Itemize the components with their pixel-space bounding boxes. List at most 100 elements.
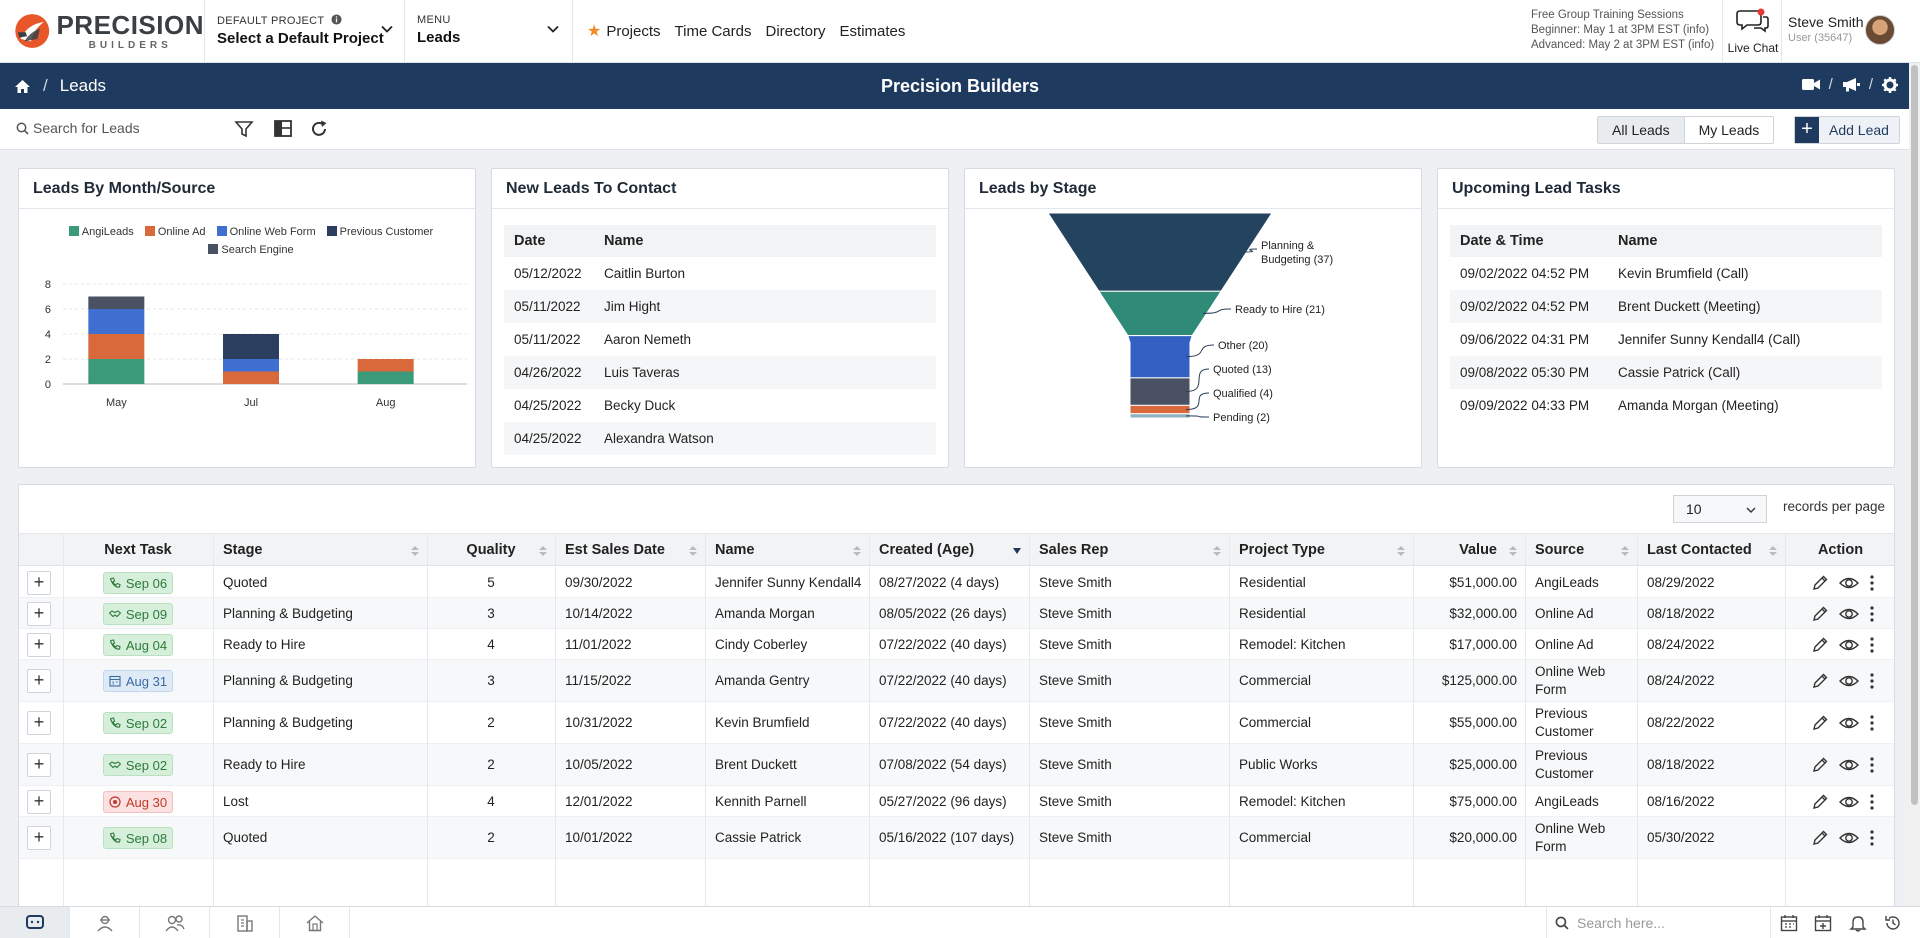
expand-row-button[interactable]: +	[27, 711, 51, 735]
history-icon[interactable]	[1884, 914, 1902, 932]
next-task-badge[interactable]: Sep 06	[103, 571, 173, 594]
next-task-badge[interactable]: Aug 31	[103, 670, 173, 692]
expand-row-button[interactable]: +	[27, 669, 51, 693]
table-row[interactable]: 05/11/2022 Aaron Nemeth	[504, 323, 936, 356]
add-lead-button[interactable]: + Add Lead	[1794, 116, 1900, 144]
column-header-name[interactable]: Name	[705, 534, 869, 567]
expand-row-button[interactable]: +	[27, 632, 51, 657]
table-row[interactable]: + Sep 09 Planning & Budgeting 3 10/14/2022 Am…	[19, 598, 1894, 629]
bar-segment[interactable]	[357, 359, 414, 372]
column-header-ptype[interactable]: Project Type	[1229, 534, 1413, 567]
pencil-icon[interactable]	[1811, 605, 1829, 623]
home-icon[interactable]	[14, 79, 31, 94]
table-row[interactable]: 09/02/2022 04:52 PM Brent Duckett (Meetin…	[1450, 290, 1882, 323]
pencil-icon[interactable]	[1811, 793, 1829, 811]
bar-segment[interactable]	[223, 334, 279, 359]
more-options-icon[interactable]	[1869, 574, 1875, 592]
pencil-icon[interactable]	[1811, 829, 1829, 847]
nav-projects[interactable]: ★ Projects	[587, 21, 661, 41]
eye-icon[interactable]	[1839, 574, 1859, 592]
table-row[interactable]: 09/02/2022 04:52 PM Kevin Brumfield (Call…	[1450, 257, 1882, 290]
more-options-icon[interactable]	[1869, 756, 1875, 774]
more-options-icon[interactable]	[1869, 793, 1875, 811]
bar-segment[interactable]	[223, 371, 279, 385]
column-header-source[interactable]: Source	[1525, 534, 1637, 567]
table-row[interactable]: 05/11/2022 Jim Hight	[504, 290, 936, 323]
next-task-badge[interactable]: Sep 02	[103, 712, 173, 734]
funnel-stage[interactable]	[1129, 377, 1191, 406]
table-row[interactable]: 04/26/2022 Luis Taveras	[504, 356, 936, 389]
avatar[interactable]	[1865, 15, 1895, 45]
more-options-icon[interactable]	[1869, 636, 1875, 654]
nav-time-cards[interactable]: Time Cards	[674, 22, 752, 40]
bar-segment[interactable]	[223, 359, 279, 372]
menu-select[interactable]: MENU Leads	[405, 0, 573, 63]
legend-item[interactable]: Online Ad	[137, 226, 206, 238]
pencil-icon[interactable]	[1811, 756, 1829, 774]
more-options-icon[interactable]	[1869, 605, 1875, 623]
pencil-icon[interactable]	[1811, 672, 1829, 690]
table-row[interactable]: 09/08/2022 05:30 PM Cassie Patrick (Call)	[1450, 356, 1882, 389]
leads-search[interactable]: Search for Leads	[16, 120, 140, 136]
training-advanced-link[interactable]: Advanced: May 2 at 3PM EST (info)	[1531, 39, 1715, 51]
expand-row-button[interactable]: +	[27, 601, 51, 626]
next-task-badge[interactable]: Aug 30	[103, 790, 173, 813]
bar-segment[interactable]	[88, 334, 145, 359]
filter-icon[interactable]	[233, 118, 255, 140]
brand-logo[interactable]: PRECISION BUILDERS	[0, 0, 205, 63]
bottom-tab-home[interactable]	[280, 907, 350, 938]
table-row[interactable]: + Sep 08 Quoted 2 10/01/2022 Cassie Patrick 05…	[19, 817, 1894, 859]
default-project-select[interactable]: DEFAULT PROJECT Select a Default Project	[205, 0, 405, 63]
table-row[interactable]: 09/06/2022 04:31 PM Jennifer Sunny Kendal…	[1450, 323, 1882, 356]
table-row[interactable]: + Aug 31 Planning & Budgeting 3 11/15/2022 Am…	[19, 660, 1894, 702]
bell-icon[interactable]	[1849, 914, 1867, 932]
column-header-last[interactable]: Last Contacted	[1637, 534, 1785, 567]
expand-row-button[interactable]: +	[27, 789, 51, 814]
eye-icon[interactable]	[1839, 829, 1859, 847]
column-header-created[interactable]: Created (Age)	[869, 534, 1029, 567]
more-options-icon[interactable]	[1869, 714, 1875, 732]
eye-icon[interactable]	[1839, 714, 1859, 732]
bar-segment[interactable]	[88, 309, 145, 334]
records-per-page-select[interactable]: 10	[1673, 495, 1767, 523]
nav-estimates[interactable]: Estimates	[839, 22, 906, 40]
next-task-badge[interactable]: Sep 08	[103, 827, 173, 849]
next-task-badge[interactable]: Sep 02	[103, 754, 173, 776]
bottom-tab-companies[interactable]	[210, 907, 280, 938]
table-row[interactable]: + Aug 30 Lost 4 12/01/2022 Kennith Parnell 05/…	[19, 786, 1894, 817]
expand-row-button[interactable]: +	[27, 570, 51, 595]
refresh-icon[interactable]	[308, 118, 330, 140]
table-row[interactable]: + Aug 04 Ready to Hire 4 11/01/2022 Cindy Cob…	[19, 629, 1894, 660]
bottom-tab-chat[interactable]	[0, 907, 70, 938]
column-header-quality[interactable]: Quality	[427, 534, 555, 567]
calendar-add-icon[interactable]	[1814, 914, 1832, 932]
bottom-tab-employee[interactable]	[70, 907, 140, 938]
eye-icon[interactable]	[1839, 605, 1859, 623]
funnel-stage[interactable]	[1129, 404, 1191, 415]
gear-icon[interactable]	[1882, 76, 1898, 93]
legend-item[interactable]: Search Engine	[200, 244, 294, 256]
table-row[interactable]: 04/25/2022 Alexandra Watson	[504, 422, 936, 455]
training-beginner-link[interactable]: Beginner: May 1 at 3PM EST (info)	[1531, 24, 1710, 36]
legend-item[interactable]: AngiLeads	[61, 226, 134, 238]
eye-icon[interactable]	[1839, 793, 1859, 811]
video-camera-icon[interactable]	[1801, 78, 1820, 91]
page-scrollbar[interactable]	[1909, 63, 1920, 906]
all-leads-tab[interactable]: All Leads	[1598, 117, 1685, 143]
more-options-icon[interactable]	[1869, 672, 1875, 690]
more-options-icon[interactable]	[1869, 829, 1875, 847]
table-row[interactable]: 05/12/2022 Caitlin Burton	[504, 257, 936, 290]
expand-row-button[interactable]: +	[27, 826, 51, 850]
pencil-icon[interactable]	[1811, 714, 1829, 732]
calendar-icon[interactable]	[1780, 914, 1798, 932]
scrollbar-thumb[interactable]	[1911, 65, 1918, 805]
bar-segment[interactable]	[357, 371, 414, 385]
info-icon[interactable]	[331, 13, 342, 25]
user-menu[interactable]: Steve Smith User (35647)	[1788, 14, 1863, 44]
nav-directory[interactable]: Directory	[765, 22, 826, 40]
funnel-stage[interactable]	[1047, 213, 1273, 292]
global-search[interactable]: Search here...	[1546, 907, 1771, 938]
leads-search-input[interactable]: Search for Leads	[33, 120, 140, 136]
bar-segment[interactable]	[88, 296, 145, 310]
live-chat-button[interactable]: Live Chat	[1722, 0, 1782, 63]
